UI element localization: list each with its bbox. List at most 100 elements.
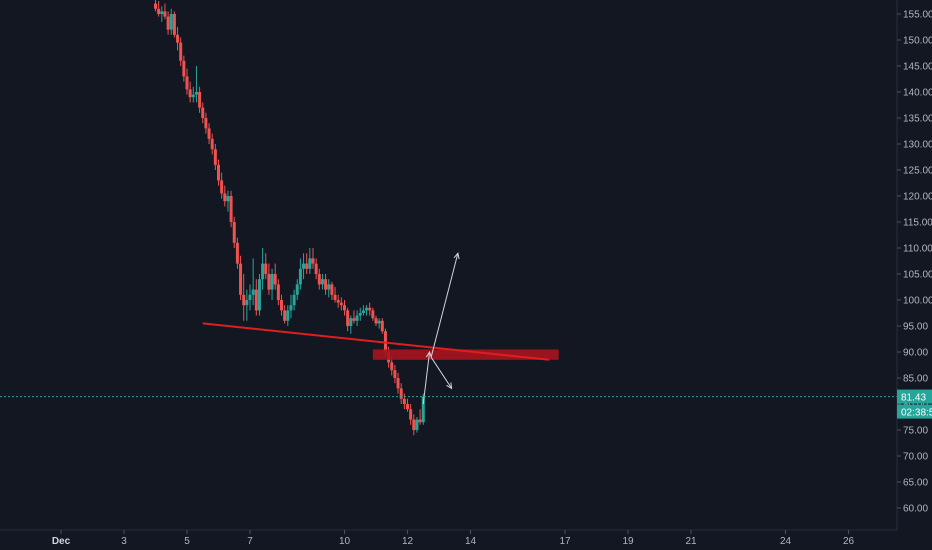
time-tick-label: 17 [559, 536, 571, 547]
price-axis[interactable]: 155.00 150.00 145.00 140.00 135.00 130.00 125.… [896, 0, 932, 530]
candle-body [380, 320, 384, 332]
time-tick-label: 26 [843, 536, 855, 547]
price-tick-label: 75.00 [903, 426, 928, 437]
candle-body [295, 284, 299, 295]
candle-body [154, 3, 157, 9]
candle-body [210, 138, 214, 150]
candle-body [327, 284, 331, 290]
price-tick-label: 135.00 [903, 114, 932, 125]
last-price-tag [897, 389, 932, 404]
candle-body [396, 378, 400, 389]
candle-body [314, 263, 318, 274]
candle-body [245, 300, 249, 306]
candle-body [368, 307, 372, 311]
candle-body [248, 294, 252, 300]
candle-body [339, 302, 343, 306]
candle-body [261, 263, 265, 280]
candle-body [320, 279, 324, 285]
candle-body [317, 274, 321, 285]
trendline [202, 322, 550, 361]
arrow-head-3 [446, 382, 453, 390]
candle-body [409, 409, 413, 420]
candle-body [352, 318, 356, 321]
candle-body [302, 263, 306, 269]
price-tick-label: 95.00 [903, 322, 928, 333]
candle-body [393, 370, 397, 378]
time-tick-label: 19 [622, 536, 634, 547]
last-price-value: 81.43 [901, 393, 926, 404]
candle-body [273, 274, 277, 285]
time-tick-label: 3 [121, 536, 127, 547]
price-tick-label: 115.00 [903, 218, 932, 229]
candle-body [330, 284, 334, 295]
time-tick-label: 7 [247, 536, 253, 547]
candle-body [257, 279, 261, 311]
candle-body [172, 14, 176, 35]
time-tick-label: 10 [339, 536, 351, 547]
candle-body [365, 307, 369, 311]
candle-body [358, 313, 362, 316]
arrow-head-1 [425, 350, 432, 358]
time-tick-label: 5 [184, 536, 190, 547]
candle-body [412, 419, 416, 430]
price-tick-label: 60.00 [903, 504, 928, 515]
candle-body [169, 14, 173, 30]
candle-body [406, 404, 409, 410]
arrow-line-2 [430, 253, 459, 358]
time-tick-label: Dec [52, 536, 71, 547]
arrow-head-2 [453, 252, 460, 260]
price-tick-label: 130.00 [903, 140, 932, 151]
price-tick-label: 140.00 [903, 88, 932, 99]
candle-body [229, 196, 233, 222]
candle-body [226, 196, 230, 202]
arrow-line-3 [430, 356, 453, 389]
candle-body [371, 310, 375, 319]
resistance-zone-rectangle [372, 349, 559, 360]
price-tick-label: 100.00 [903, 296, 932, 307]
candle-body [191, 94, 195, 98]
candle-body [157, 8, 161, 14]
candle-body [343, 305, 346, 311]
candle-body [349, 318, 353, 326]
price-tick-label: 65.00 [903, 478, 928, 489]
candle-countdown-tag [897, 404, 932, 419]
candle-body [336, 300, 340, 303]
candle-body [346, 310, 350, 326]
candle-body [185, 76, 189, 90]
candle-body [399, 388, 403, 399]
candle-body [298, 268, 302, 285]
candle-body [179, 42, 183, 61]
candle-body [292, 294, 296, 306]
price-tick-label: 70.00 [903, 452, 928, 463]
candle-body [283, 310, 287, 321]
candle-body [286, 310, 290, 321]
price-tick-label: 150.00 [903, 36, 932, 47]
price-tick-label: 110.00 [903, 244, 932, 255]
time-axis[interactable]: Dec 3 5 7 10 12 14 17 19 21 24 26 [0, 529, 897, 547]
candle-body [163, 11, 167, 17]
candle-body [374, 318, 378, 324]
candle-body [276, 284, 280, 300]
candle-body [267, 274, 271, 290]
candle-body [264, 263, 268, 274]
candle-body [198, 92, 202, 108]
time-tick-label: 14 [465, 536, 477, 547]
candle-body [182, 60, 186, 77]
candle-body [270, 274, 274, 290]
price-tick-label: 125.00 [903, 166, 932, 177]
candle-body [415, 419, 419, 430]
candle-body [254, 289, 258, 311]
candle-body [201, 107, 205, 118]
candle-body [402, 398, 406, 404]
candle-body [361, 310, 365, 313]
drawing-tools-layer [202, 252, 559, 405]
candle-body [223, 193, 227, 202]
price-tick-label: 145.00 [903, 62, 932, 73]
time-tick-label: 21 [685, 536, 697, 547]
candle-body [166, 16, 170, 30]
candle-body [324, 279, 328, 290]
candle-body [220, 180, 224, 194]
arrow-line-1 [422, 351, 431, 405]
price-tick-label: 90.00 [903, 348, 928, 359]
